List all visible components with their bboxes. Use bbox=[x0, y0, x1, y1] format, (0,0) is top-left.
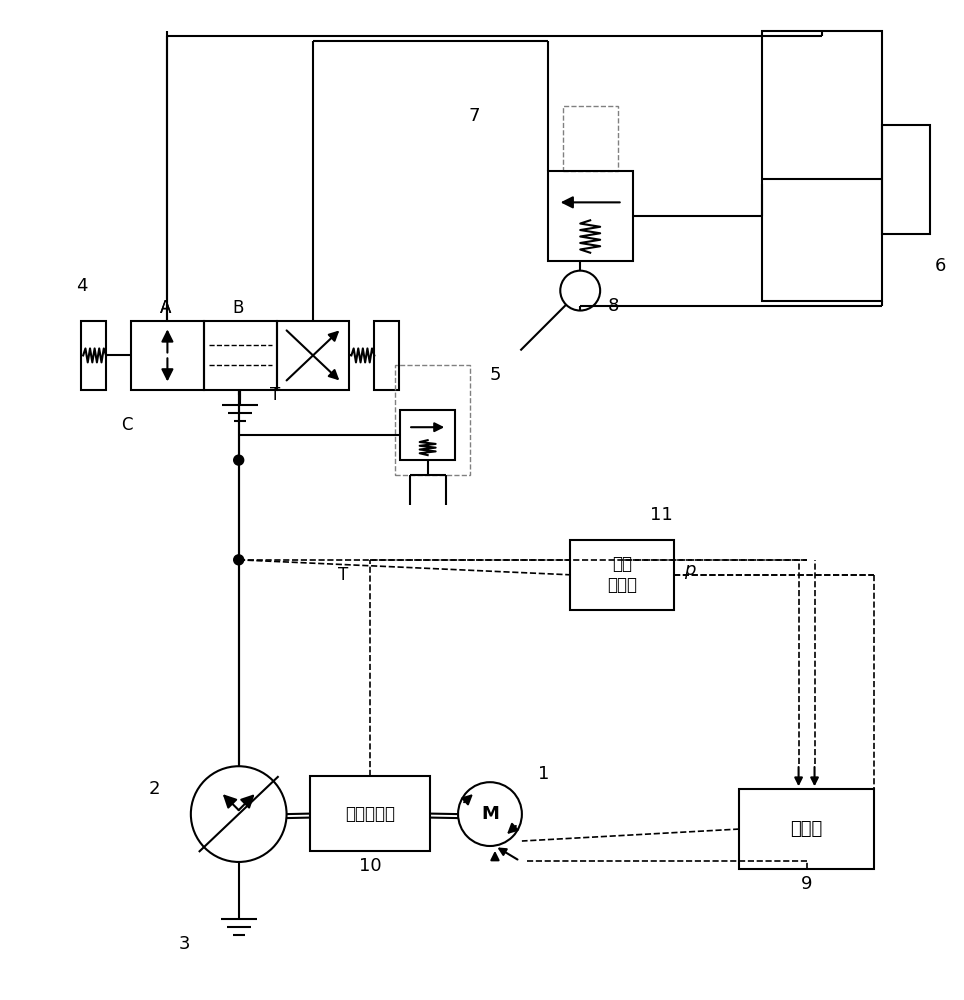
Text: T: T bbox=[338, 566, 349, 584]
Bar bbox=[374, 321, 399, 390]
Text: 3: 3 bbox=[179, 935, 190, 953]
Bar bbox=[81, 321, 106, 390]
Bar bbox=[277, 321, 349, 390]
Text: 控制器: 控制器 bbox=[790, 820, 822, 838]
Bar bbox=[400, 410, 455, 460]
Text: 11: 11 bbox=[650, 506, 672, 524]
Text: 2: 2 bbox=[149, 780, 160, 798]
Text: p: p bbox=[684, 561, 696, 579]
Circle shape bbox=[233, 455, 244, 465]
Text: C: C bbox=[121, 416, 132, 434]
Text: A: A bbox=[159, 299, 171, 317]
Bar bbox=[739, 789, 874, 869]
Bar bbox=[310, 776, 430, 851]
Text: 8: 8 bbox=[608, 297, 620, 315]
Circle shape bbox=[233, 555, 244, 565]
Bar bbox=[395, 365, 470, 475]
Text: 4: 4 bbox=[76, 277, 88, 295]
Text: 1: 1 bbox=[538, 765, 549, 783]
Text: 10: 10 bbox=[359, 857, 382, 875]
Text: B: B bbox=[232, 299, 244, 317]
Text: M: M bbox=[481, 805, 499, 823]
Bar bbox=[882, 125, 929, 234]
Text: T: T bbox=[270, 386, 281, 404]
Bar bbox=[548, 171, 632, 261]
Text: 转矩测量仪: 转矩测量仪 bbox=[345, 805, 395, 823]
Text: 9: 9 bbox=[801, 875, 813, 893]
Bar bbox=[563, 106, 618, 171]
Text: 5: 5 bbox=[490, 366, 501, 384]
Text: A: A bbox=[159, 299, 171, 317]
Text: 6: 6 bbox=[935, 257, 946, 275]
Bar bbox=[570, 540, 675, 610]
Bar bbox=[203, 321, 277, 390]
Text: 7: 7 bbox=[469, 107, 479, 125]
Bar bbox=[131, 321, 203, 390]
Text: 压力
传感器: 压力 传感器 bbox=[607, 555, 637, 594]
Bar bbox=[763, 31, 882, 301]
